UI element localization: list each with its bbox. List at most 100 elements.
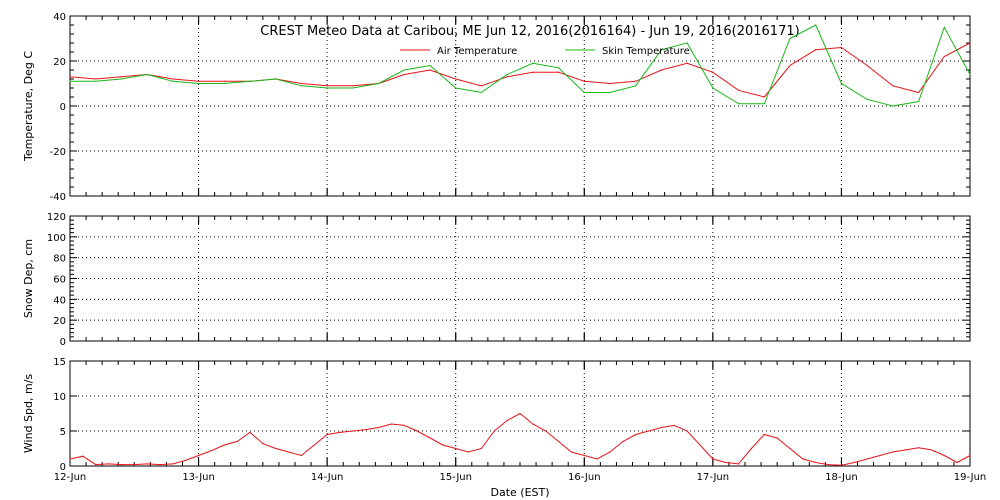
data-point <box>197 454 200 457</box>
data-point <box>326 87 328 89</box>
data-point <box>660 69 663 71</box>
data-point <box>403 73 405 76</box>
data-point <box>956 461 958 464</box>
data-point <box>763 96 765 98</box>
data-point <box>146 463 148 465</box>
y-tick-label: 120 <box>47 212 66 223</box>
data-point <box>146 73 148 76</box>
data-point <box>377 82 380 85</box>
data-point <box>737 89 740 91</box>
data-point <box>262 443 264 445</box>
x-tick-label: 12-Jun <box>54 472 87 483</box>
legend: Air Temperature Skin Temperature <box>400 46 690 57</box>
y-tick-label: -40 <box>50 192 66 203</box>
x-axis-label: Date (EST) <box>490 486 549 499</box>
data-point <box>95 80 97 82</box>
data-point <box>300 82 303 85</box>
y-tick-label: 40 <box>53 12 66 23</box>
data-point <box>557 71 560 73</box>
data-point <box>480 447 483 450</box>
data-point <box>275 447 277 450</box>
data-point <box>532 423 534 425</box>
data-point <box>506 76 508 78</box>
y-tick-label: 100 <box>47 233 66 244</box>
data-point <box>197 80 200 82</box>
data-point <box>377 426 380 429</box>
data-point <box>712 458 714 460</box>
data-point <box>815 24 817 26</box>
legend-label: Skin Temperature <box>602 46 690 57</box>
x-tick-label: 15-Jun <box>439 472 472 483</box>
data-point <box>403 424 405 426</box>
y-tick-label: 0 <box>60 462 66 473</box>
data-point <box>635 80 637 82</box>
data-point <box>455 87 457 89</box>
data-point <box>519 412 521 415</box>
data-point <box>712 87 714 89</box>
data-point <box>365 429 367 431</box>
data-point <box>120 464 123 466</box>
data-point <box>866 98 868 100</box>
data-point <box>455 447 457 450</box>
data-point <box>197 82 200 85</box>
panel-2: 0 20 40 60 80 100 120 Snow Dep, cm <box>22 212 971 348</box>
series-line-1 <box>69 412 971 466</box>
data-point <box>840 46 843 49</box>
data-point <box>647 430 650 432</box>
x-tick-label: 13-Jun <box>182 472 215 483</box>
data-point <box>789 447 791 450</box>
data-point <box>429 437 431 439</box>
data-point <box>429 69 431 71</box>
data-point <box>827 464 830 466</box>
data-point <box>223 444 225 446</box>
data-point <box>159 464 161 466</box>
data-point <box>326 85 328 87</box>
data-point <box>853 461 855 464</box>
data-point <box>583 454 585 457</box>
data-point <box>275 78 277 80</box>
y-tick-label: -20 <box>50 147 66 158</box>
data-point <box>815 461 817 464</box>
legend-label: Air Temperature <box>437 46 517 57</box>
data-point <box>249 431 251 433</box>
y-axis-label: Snow Dep, cm <box>22 239 35 318</box>
data-point <box>789 37 791 40</box>
data-point <box>635 433 637 436</box>
data-point <box>352 85 354 87</box>
data-point <box>609 91 611 94</box>
data-point <box>892 105 894 107</box>
data-point <box>557 440 560 443</box>
data-point <box>943 26 945 28</box>
y-tick-label: 0 <box>60 102 66 113</box>
data-point <box>943 454 945 457</box>
data-point <box>133 464 135 466</box>
data-point <box>892 451 894 453</box>
data-point <box>210 450 213 452</box>
data-point <box>737 103 740 105</box>
x-tick-label: 17-Jun <box>697 472 730 483</box>
data-point <box>480 91 483 94</box>
data-point <box>352 87 354 89</box>
data-point <box>557 67 560 69</box>
data-point <box>840 82 843 85</box>
data-point <box>442 444 444 446</box>
data-point <box>866 64 868 67</box>
data-point <box>583 80 585 82</box>
data-point <box>339 431 341 433</box>
panel-1: -40 -20 0 20 40 Temperature, Deg C Air Tempera… <box>22 12 971 203</box>
data-point <box>69 80 71 82</box>
data-point <box>120 78 123 80</box>
data-point <box>493 430 495 432</box>
data-point <box>249 80 251 82</box>
data-point <box>725 461 727 464</box>
data-point <box>223 82 225 85</box>
data-point <box>943 55 945 58</box>
chart-panels: -40 -20 0 20 40 Temperature, Deg C Air Tempera… <box>22 12 986 483</box>
data-point <box>107 463 110 465</box>
chart-title: CREST Meteo Data at Caribou, ME Jun 12, … <box>260 24 799 39</box>
data-point <box>69 76 71 78</box>
data-point <box>390 423 393 425</box>
data-point <box>969 73 971 76</box>
